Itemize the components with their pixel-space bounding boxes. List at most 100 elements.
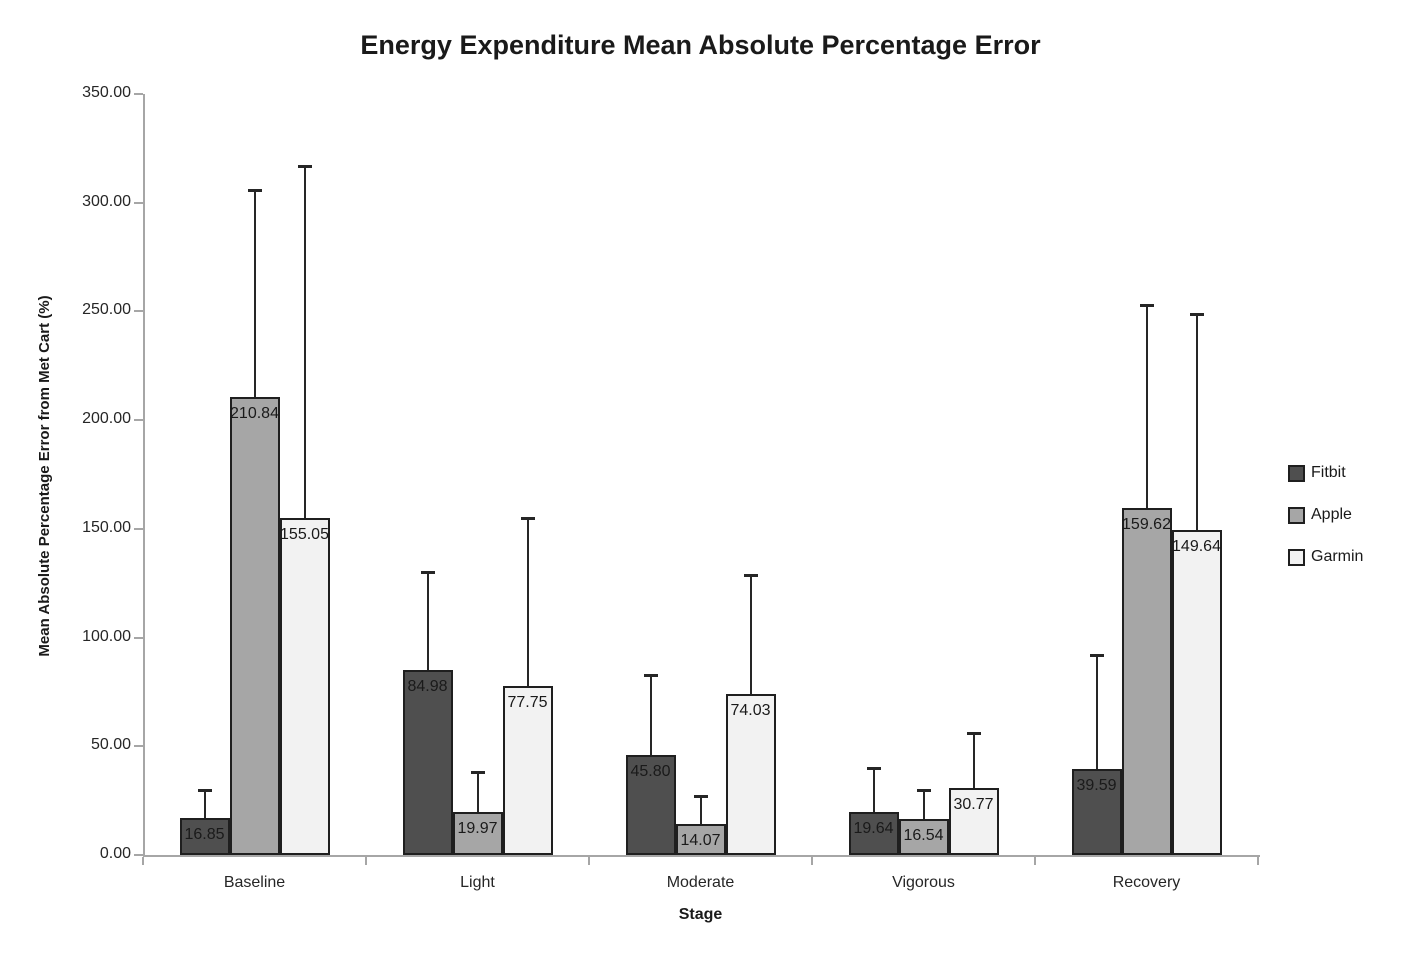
y-tick-label: 350.00 <box>82 84 131 101</box>
x-tick <box>811 857 813 865</box>
chart-title: Energy Expenditure Mean Absolute Percent… <box>360 30 1041 60</box>
y-tick-label: 150.00 <box>82 518 131 536</box>
legend-item: Fitbit <box>1288 459 1363 487</box>
error-bar-cap <box>197 788 212 792</box>
y-tick-label: 250.00 <box>82 301 131 319</box>
category-label: Moderate <box>666 874 735 891</box>
x-tick <box>142 857 144 865</box>
x-tick <box>365 857 367 865</box>
bar <box>625 755 676 855</box>
category-label: Vigorous <box>892 874 955 891</box>
bar-value-label: 16.85 <box>184 826 225 844</box>
error-bar <box>972 733 975 789</box>
error-bar <box>749 574 752 695</box>
error-bar <box>203 789 206 819</box>
x-tick <box>1257 857 1259 865</box>
legend-label: Garmin <box>1311 548 1364 565</box>
error-bar <box>922 789 925 820</box>
bar <box>229 396 280 855</box>
bar-value-label: 45.80 <box>630 763 671 781</box>
error-bar-cap <box>1089 653 1104 657</box>
bar-value-label: 149.64 <box>1172 537 1221 555</box>
bar <box>948 788 999 855</box>
bar-value-label: 77.75 <box>507 693 548 711</box>
legend-swatch <box>1288 464 1305 482</box>
error-bar-cap <box>693 795 708 799</box>
y-tick <box>134 745 143 748</box>
y-tick <box>134 201 143 204</box>
error-bar-cap <box>420 571 435 575</box>
bar-value-label: 14.07 <box>680 832 721 850</box>
y-tick-label: 300.00 <box>82 192 131 210</box>
y-tick <box>134 854 143 856</box>
y-tick <box>134 93 143 95</box>
error-bar <box>699 796 702 825</box>
error-bar <box>1095 654 1098 769</box>
error-bar-cap <box>643 673 658 677</box>
error-bar-cap <box>297 164 312 168</box>
error-bar <box>253 189 256 397</box>
x-tick <box>588 857 590 865</box>
y-tick <box>134 527 143 530</box>
legend: Fitbit Apple Garmin <box>1288 459 1363 585</box>
legend-item: Garmin <box>1288 543 1363 571</box>
error-bar-cap <box>247 188 262 192</box>
bar <box>1071 768 1122 855</box>
error-bar <box>476 772 479 812</box>
bar <box>502 685 553 855</box>
plot-area <box>143 94 1260 857</box>
category-label: Recovery <box>1112 874 1181 891</box>
legend-label: Fitbit <box>1311 464 1346 481</box>
y-axis-title: Mean Absolute Percentage Error from Met … <box>36 295 53 657</box>
legend-item: Apple <box>1288 501 1363 529</box>
bar-value-label: 159.62 <box>1122 515 1171 533</box>
error-bar-cap <box>520 516 535 520</box>
legend-label: Apple <box>1311 506 1352 523</box>
error-bar-cap <box>866 767 881 771</box>
bar-value-label: 74.03 <box>730 702 771 720</box>
bar-value-label: 155.05 <box>280 525 329 543</box>
error-bar-cap <box>470 771 485 775</box>
bar <box>1171 529 1222 855</box>
error-bar-cap <box>1189 312 1204 316</box>
bar <box>452 811 503 855</box>
y-tick <box>134 419 143 422</box>
legend-swatch <box>1288 548 1305 566</box>
x-tick <box>1034 857 1036 865</box>
bar <box>675 824 726 855</box>
category-label: Light <box>460 874 495 891</box>
bar-value-label: 30.77 <box>953 796 994 814</box>
category-label: Baseline <box>223 874 286 891</box>
y-tick-label: 200.00 <box>82 410 131 428</box>
error-bar <box>649 674 652 756</box>
error-bar <box>426 572 429 671</box>
y-tick <box>134 636 143 639</box>
bar-value-label: 19.64 <box>853 820 894 838</box>
error-bar <box>872 768 875 813</box>
legend-swatch <box>1288 506 1305 524</box>
bar <box>898 819 949 855</box>
y-tick-label: 0.00 <box>99 845 131 862</box>
error-bar <box>1145 304 1148 508</box>
bar <box>279 517 330 855</box>
error-bar-cap <box>1139 303 1154 307</box>
error-bar-cap <box>966 732 981 736</box>
bar-value-label: 210.84 <box>230 404 279 422</box>
bar-value-label: 19.97 <box>457 819 498 837</box>
bar <box>725 694 776 855</box>
error-bar <box>526 517 529 686</box>
bar-value-label: 39.59 <box>1076 776 1117 794</box>
y-tick <box>134 310 143 313</box>
bar <box>179 818 230 855</box>
bar-value-label: 16.54 <box>903 827 944 845</box>
x-axis-title: Stage <box>678 906 723 923</box>
bar-value-label: 84.98 <box>407 678 448 696</box>
bar <box>1121 507 1172 855</box>
error-bar-cap <box>916 788 931 792</box>
y-tick-label: 100.00 <box>82 627 131 645</box>
error-bar <box>1195 313 1198 530</box>
bar <box>848 812 899 855</box>
bar <box>402 670 453 855</box>
error-bar-cap <box>743 573 758 577</box>
